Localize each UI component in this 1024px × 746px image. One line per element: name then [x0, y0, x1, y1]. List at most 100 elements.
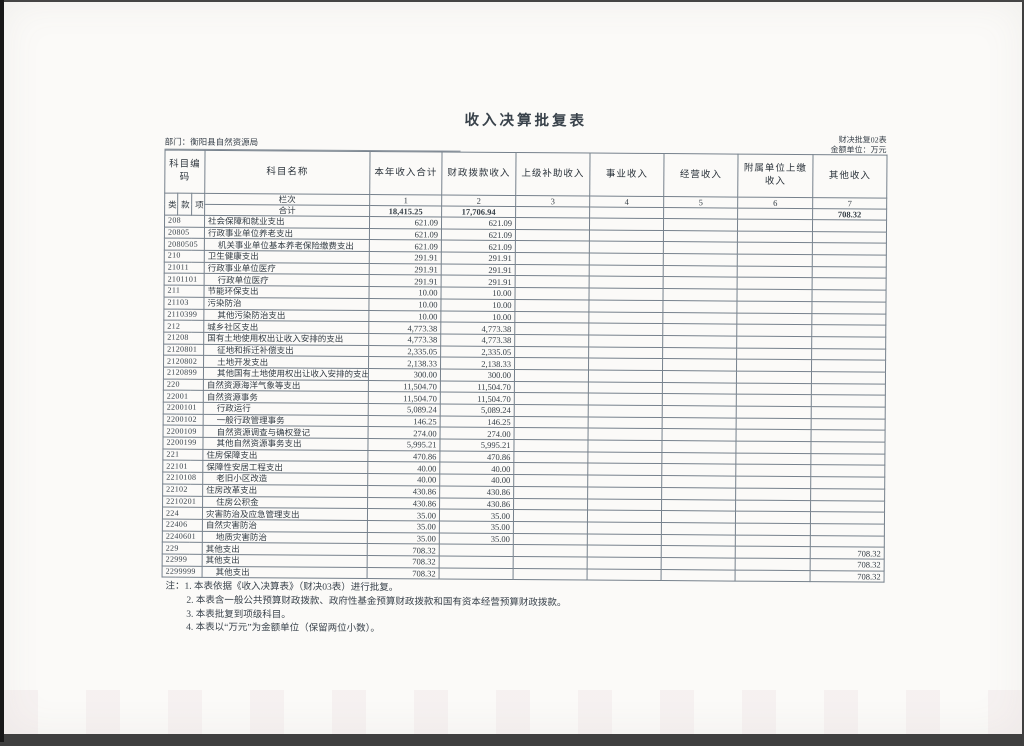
- scan-edge-top: [0, 0, 1024, 2]
- subject-code: 22101: [162, 460, 203, 473]
- cell-fiscal-appropriation: 621.09: [441, 240, 516, 253]
- cell-other-income: [811, 394, 886, 408]
- cell-superior-subsidy: [513, 474, 588, 487]
- cell-subordinate-remit: [736, 335, 812, 349]
- cell-other-income: [812, 254, 887, 267]
- cell-superior-subsidy: [514, 416, 589, 429]
- header-col-6: 附属单位上缴收入: [737, 154, 814, 198]
- subject-code: 2200101: [163, 402, 204, 415]
- subject-code: 211: [164, 285, 205, 298]
- scanned-paper: [4, 2, 1022, 734]
- cell-business-income: [587, 451, 662, 464]
- cell-total-income: 35.00: [367, 520, 440, 533]
- cell-operating-income: [663, 218, 738, 231]
- cell-total-income: 40.00: [367, 473, 440, 486]
- cell-subordinate-remit: [735, 569, 811, 582]
- cell-other-income: [811, 383, 886, 396]
- total-value-5: [663, 207, 738, 220]
- cell-fiscal-appropriation: 291.91: [441, 275, 516, 288]
- cell-superior-subsidy: [513, 568, 588, 581]
- cell-business-income: [588, 369, 663, 383]
- cell-fiscal-appropriation: 40.00: [439, 462, 514, 475]
- cell-total-income: 621.09: [369, 228, 442, 241]
- subject-name: 征地和拆迁补偿支出: [203, 343, 369, 357]
- subject-name: 保障性安居工程支出: [202, 460, 368, 474]
- cell-fiscal-appropriation: 35.00: [439, 532, 514, 545]
- cell-other-income: [812, 242, 887, 256]
- lanci-1: 1: [369, 194, 442, 207]
- cell-subordinate-remit: [736, 406, 812, 419]
- subject-name: 节能环保支出: [204, 285, 370, 299]
- header-subject-code: 科目编码: [164, 150, 206, 194]
- cell-superior-subsidy: [513, 556, 588, 569]
- cell-business-income: [587, 440, 663, 453]
- cell-other-income: [811, 418, 886, 431]
- cell-other-income: [810, 523, 885, 536]
- cell-business-income: [587, 498, 662, 511]
- header-subject-name: 科目名称: [204, 150, 371, 195]
- cell-operating-income: [661, 487, 736, 500]
- cell-total-income: 291.91: [369, 263, 442, 276]
- cell-total-income: 470.86: [367, 450, 440, 463]
- cell-fiscal-appropriation: 2,335.05: [440, 345, 515, 358]
- cell-superior-subsidy: [513, 462, 588, 476]
- subject-code: 220: [163, 378, 204, 391]
- cell-total-income: 40.00: [367, 461, 440, 475]
- cell-business-income: [589, 229, 664, 242]
- cell-operating-income: [661, 510, 736, 523]
- cell-fiscal-appropriation: 4,773.38: [440, 333, 515, 347]
- cell-other-income: [810, 535, 885, 548]
- unit-label: 金额单位：万元: [830, 144, 887, 155]
- cell-operating-income: [661, 475, 736, 488]
- cell-superior-subsidy: [514, 404, 589, 417]
- income-table: 科目编码 科目名称 本年收入合计 财政拨款收入 上级补助收入 事业收入 经营收入…: [161, 149, 888, 583]
- cell-operating-income: [663, 288, 738, 301]
- note-text-2: 2. 本表含一般公共预算财政拨款、政府性基金预算财政拨款和国有资本经营预算财政拨…: [186, 595, 567, 609]
- total-value-6: [737, 208, 813, 220]
- cell-superior-subsidy: [513, 521, 588, 534]
- subject-code: 2299999: [162, 565, 203, 578]
- subject-name: 地质灾害防治: [202, 530, 368, 544]
- cell-business-income: [588, 358, 663, 371]
- subject-code: 2080505: [164, 238, 205, 251]
- header-col-7: 其他收入: [812, 154, 888, 199]
- cell-subordinate-remit: [736, 429, 812, 442]
- scan-edge-left: [0, 0, 4, 742]
- cell-fiscal-appropriation: 430.86: [439, 485, 514, 499]
- cell-business-income: [587, 545, 662, 558]
- cell-operating-income: [661, 545, 736, 559]
- cell-business-income: [587, 510, 662, 523]
- cell-operating-income: [661, 569, 736, 582]
- cell-fiscal-appropriation: 10.00: [440, 298, 516, 312]
- cell-other-income: [810, 441, 886, 454]
- subject-code: 2200109: [163, 425, 204, 438]
- cell-total-income: 274.00: [368, 426, 441, 440]
- form-code: 财决批复02表: [838, 135, 887, 145]
- cell-fiscal-appropriation: 11,504.70: [440, 392, 515, 405]
- cell-business-income: [589, 218, 664, 231]
- cell-business-income: [587, 475, 662, 488]
- cell-total-income: 10.00: [368, 309, 441, 323]
- header-kuan: 款: [177, 193, 192, 216]
- subject-name: 灾害防治及应急管理支出: [202, 507, 368, 521]
- cell-total-income: 2,138.33: [368, 356, 441, 369]
- cell-business-income: [587, 463, 662, 476]
- subject-code: 229: [162, 542, 203, 555]
- cell-subordinate-remit: [737, 219, 813, 232]
- subject-name: 社会保障和就业支出: [204, 215, 370, 229]
- cell-total-income: 35.00: [367, 532, 440, 545]
- subject-name: 国有土地使用权出让收入安排的支出: [203, 332, 369, 346]
- header-col-3: 上级补助收入: [515, 152, 591, 197]
- cell-fiscal-appropriation: 430.86: [439, 497, 514, 510]
- header-col-5: 经营收入: [663, 153, 739, 198]
- subject-name: 住房改革支出: [202, 484, 368, 497]
- cell-operating-income: [662, 370, 737, 383]
- cell-operating-income: [662, 347, 737, 360]
- subject-code: 2200102: [163, 413, 204, 426]
- cell-superior-subsidy: [514, 427, 589, 441]
- subject-code: 2120802: [163, 355, 204, 368]
- cell-subordinate-remit: [735, 452, 811, 466]
- subject-name: 其他自然资源事务支出: [202, 437, 369, 451]
- lanci-5: 5: [663, 196, 738, 209]
